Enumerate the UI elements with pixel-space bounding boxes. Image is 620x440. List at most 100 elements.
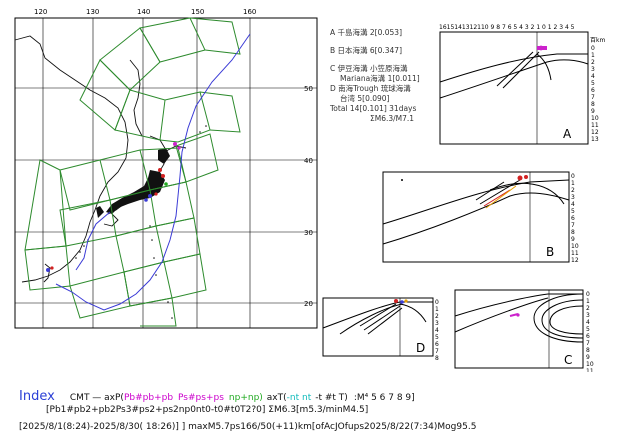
seg-psps: #ps — [188, 393, 206, 403]
svg-text:10: 10 — [571, 243, 579, 250]
svg-text:12: 12 — [591, 129, 599, 136]
legend-total: Total 14[0.101] 31days — [330, 104, 417, 113]
svg-text:8: 8 — [435, 355, 439, 360]
svg-text:10: 10 — [591, 115, 599, 122]
svg-text:7: 7 — [591, 94, 595, 101]
section-a: 1615141312110 9 8 7 6 5 4 3 2 1 0 1 2 3 … — [439, 24, 605, 145]
lat-tick-20: 20 — [304, 300, 313, 308]
svg-text:7: 7 — [571, 222, 575, 229]
svg-text:2: 2 — [571, 187, 575, 194]
footer-line-3: [2025/8/1(8:24)-2025/8/30( 18:26)] ] max… — [19, 422, 477, 432]
seg-tt: -t #t T) — [315, 393, 348, 403]
seg-pb: Pb — [123, 393, 136, 403]
svg-text:3: 3 — [591, 66, 595, 73]
section-a-top-scale: 1615141312110 9 8 7 6 5 4 3 2 1 0 1 2 3 … — [439, 24, 575, 31]
footer-line-1: Index CMT — axP(Pb#pb+pb Ps#ps+ps np+np) ax… — [19, 385, 415, 404]
ryukyu-trench-line — [75, 211, 111, 271]
lon-tick-120: 120 — [34, 8, 47, 16]
section-d-depth-ticks: 0 1 2 3 4 5 6 7 8 — [435, 299, 439, 360]
svg-text:2: 2 — [435, 313, 439, 320]
section-a-unit: 百km — [590, 37, 605, 44]
section-c-depth-ticks: 0 1 2 3 4 5 6 7 8 9 10 11 — [586, 291, 594, 372]
svg-text:1: 1 — [435, 306, 439, 313]
svg-text:6: 6 — [435, 341, 439, 348]
section-b-frame — [382, 171, 570, 263]
seg-pps: +ps — [205, 393, 224, 403]
map-frame — [14, 17, 318, 329]
footer-line-2: [Pb1#pb2+pb2Ps3#ps2+ps2np0nt0-t0#t0T2?0]… — [46, 405, 369, 415]
index-label: Index — [19, 389, 55, 404]
svg-text:0: 0 — [591, 45, 595, 52]
svg-text:5: 5 — [571, 208, 575, 215]
svg-text:11: 11 — [571, 250, 579, 257]
svg-text:3: 3 — [571, 194, 575, 201]
section-a-depth-ticks: 0 1 2 3 4 5 6 7 8 9 10 11 12 13 — [591, 45, 599, 143]
svg-text:4: 4 — [435, 327, 439, 334]
legend-line-c2: Mariana海溝 1[0.011] — [340, 74, 420, 83]
section-a-frame — [439, 31, 589, 145]
legend-line-c: C 伊豆海溝 小笠原海溝 — [330, 64, 408, 73]
section-c-frame — [454, 289, 584, 369]
section-d-frame — [322, 297, 434, 357]
svg-text:5: 5 — [591, 80, 595, 87]
lat-tick-50: 50 — [304, 85, 313, 93]
svg-text:11: 11 — [586, 368, 594, 372]
svg-text:8: 8 — [586, 347, 590, 354]
seg-ps: Ps — [178, 393, 188, 403]
region-boxes — [24, 17, 241, 327]
svg-text:2: 2 — [591, 59, 595, 66]
svg-text:7: 7 — [435, 348, 439, 355]
section-b: B 0 1 2 3 4 5 6 7 8 9 10 11 12 — [382, 171, 579, 264]
legend-block: A 千島海溝 2[0.053] B 日本海溝 6[0.347] C 伊豆海溝 小… — [330, 28, 420, 124]
svg-text:7: 7 — [586, 340, 590, 347]
svg-text:4: 4 — [571, 201, 575, 208]
svg-text:3: 3 — [435, 320, 439, 327]
svg-text:4: 4 — [591, 73, 595, 80]
section-a-label: A — [563, 127, 572, 141]
legend-line-b: B 日本海溝 6[0.347] — [330, 46, 403, 55]
svg-text:9: 9 — [591, 108, 595, 115]
svg-text:12: 12 — [571, 257, 579, 264]
seg-pbpb: #pb — [135, 393, 155, 403]
japan-landmass — [96, 148, 170, 218]
seg-ppb: +pb — [154, 393, 174, 403]
cmt-prefix: CMT — axP( — [69, 393, 124, 403]
seg-np: np+np) — [228, 393, 263, 403]
section-b-label: B — [546, 245, 554, 259]
svg-text:5: 5 — [586, 326, 590, 333]
legend-line-a: A 千島海溝 2[0.053] — [330, 28, 402, 37]
svg-text:1: 1 — [591, 52, 595, 59]
svg-text:6: 6 — [586, 333, 590, 340]
svg-text:2: 2 — [586, 305, 590, 312]
section-d-label: D — [416, 341, 425, 355]
lat-tick-40: 40 — [304, 157, 313, 165]
svg-text:13: 13 — [591, 136, 599, 143]
seg-mag: :M⁴ 5 6 7 8 9] — [353, 393, 415, 403]
svg-text:8: 8 — [591, 101, 595, 108]
section-d: D 0 1 2 3 4 5 6 7 8 — [322, 297, 439, 360]
svg-text:3: 3 — [586, 312, 590, 319]
svg-text:4: 4 — [586, 319, 590, 326]
section-c-label: C — [564, 353, 572, 367]
seg-nt: -nt nt — [286, 393, 312, 403]
legend-line-d2: 台湾 5[0.090] — [340, 94, 390, 103]
svg-text:9: 9 — [571, 236, 575, 243]
lon-tick-140: 140 — [137, 8, 150, 16]
svg-text:1: 1 — [571, 180, 575, 187]
svg-text:6: 6 — [571, 215, 575, 222]
mechanism-markers — [46, 142, 181, 272]
svg-text:10: 10 — [586, 361, 594, 368]
legend-sum: ΣM6.3/M7.1 — [370, 114, 415, 123]
lon-tick-160: 160 — [243, 8, 256, 16]
lon-tick-130: 130 — [86, 8, 99, 16]
lat-tick-30: 30 — [304, 229, 313, 237]
svg-text:8: 8 — [571, 229, 575, 236]
svg-text:9: 9 — [586, 354, 590, 361]
svg-text:0: 0 — [571, 173, 575, 180]
trench-line — [55, 33, 251, 311]
svg-text:11: 11 — [591, 122, 599, 129]
svg-text:6: 6 — [591, 87, 595, 94]
svg-text:1: 1 — [586, 298, 590, 305]
svg-text:5: 5 — [435, 334, 439, 341]
